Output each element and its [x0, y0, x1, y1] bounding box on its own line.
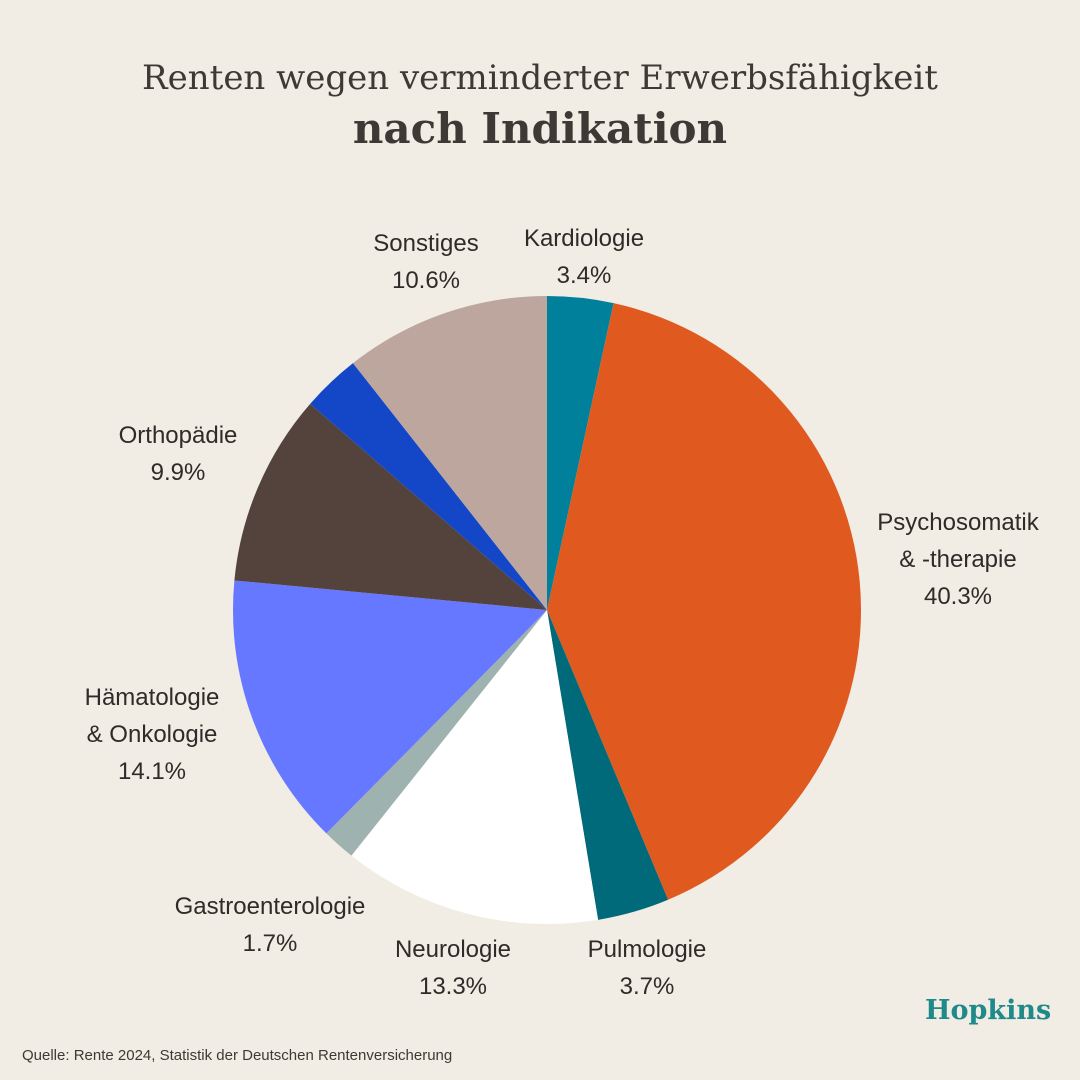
brand-logo: Hopkins	[925, 995, 1052, 1026]
slice-label-line: Kardiologie	[524, 225, 644, 252]
slice-label: Sonstiges 10.6%	[373, 230, 478, 294]
pie-slice-orthopädie	[234, 403, 547, 610]
slice-label-line: Pulmologie	[588, 936, 707, 963]
source-note: Quelle: Rente 2024, Statistik der Deutsc…	[22, 1047, 453, 1064]
pie-labels: Kardiologie 3.4% Psychosomatik & -therapie 4…	[85, 225, 1040, 1000]
slice-label-line: 13.3%	[419, 973, 487, 1000]
slice-label: Kardiologie 3.4%	[524, 225, 644, 289]
slice-label-line: 3.4%	[557, 262, 612, 289]
slice-label-line: 1.7%	[243, 930, 298, 957]
pie-slice-pulmologie	[547, 610, 669, 920]
chart-title: Renten wegen verminderter Erwerbsfähigke…	[0, 55, 1080, 157]
pie-slice-unlabeled	[310, 363, 547, 610]
slice-label-line: & Onkologie	[87, 721, 218, 748]
pie-slice-sonstiges	[352, 296, 547, 610]
slice-label-line: 10.6%	[392, 267, 460, 294]
slice-label: Pulmologie 3.7%	[588, 936, 707, 1000]
title-line-2: nach Indikation	[352, 104, 728, 153]
slice-label: Neurologie 13.3%	[395, 936, 511, 1000]
pie-slices	[232, 296, 861, 925]
pie-slice-psychosomatik-therapie	[547, 303, 861, 900]
slice-label: Gastroenterologie 1.7%	[175, 893, 366, 957]
slice-label-line: 9.9%	[151, 459, 206, 486]
pie-slice-neurologie	[351, 610, 599, 925]
slice-label-line: 3.7%	[620, 973, 675, 1000]
pie-slice-hämatologie-onkologie	[232, 580, 547, 834]
slice-label: Orthopädie 9.9%	[119, 422, 238, 486]
slice-label: Psychosomatik & -therapie 40.3%	[877, 509, 1039, 610]
slice-label-line: 40.3%	[924, 583, 992, 610]
slice-label-line: 14.1%	[118, 758, 186, 785]
slice-label: Hämatologie & Onkologie 14.1%	[85, 684, 220, 785]
slice-label-line: & -therapie	[899, 546, 1016, 573]
slice-label-line: Neurologie	[395, 936, 511, 963]
pie-slice-gastroenterologie	[326, 610, 547, 856]
slice-label-line: Hämatologie	[85, 684, 220, 711]
slice-label-line: Sonstiges	[373, 230, 478, 257]
title-line-1: Renten wegen verminderter Erwerbsfähigke…	[142, 58, 938, 98]
slice-label-line: Orthopädie	[119, 422, 238, 449]
slice-label-line: Psychosomatik	[877, 509, 1039, 536]
slice-label-line: Gastroenterologie	[175, 893, 366, 920]
pie-slice-kardiologie	[547, 296, 614, 610]
